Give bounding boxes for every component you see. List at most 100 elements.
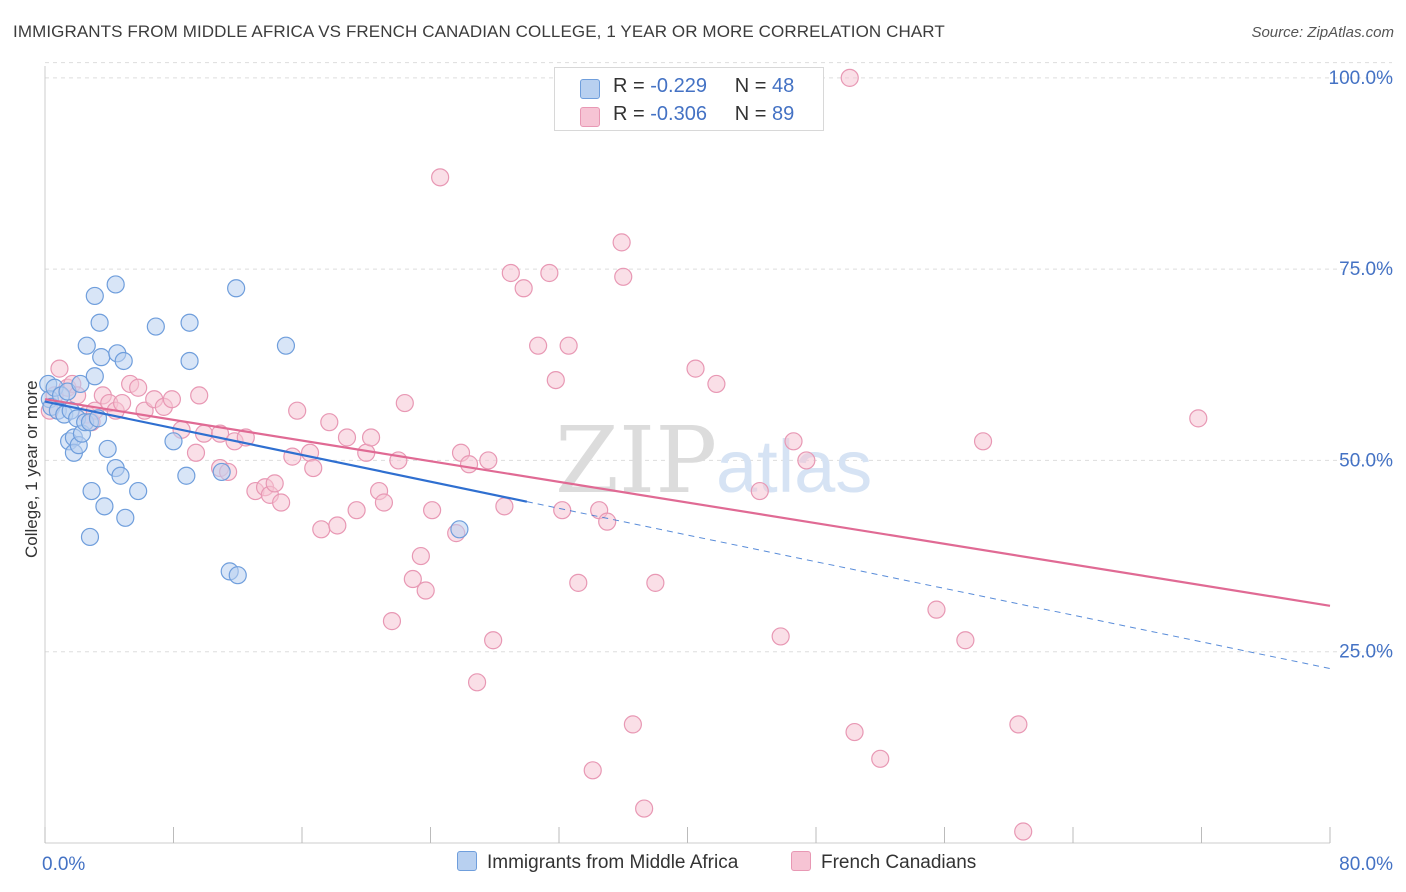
middle-africa-point [85,286,104,306]
french-canadian-point [288,401,307,420]
legend-label-french-canadians: French Canadians [821,852,977,873]
french-canadian-point [771,627,790,646]
french-canadian-point [337,428,357,447]
middle-africa-point [164,432,183,451]
trendline-middle-africa [44,400,528,503]
trendline-middle-africa-extension [526,501,1331,670]
french-canadian-point [328,516,347,535]
french-canadian-point [395,393,414,413]
middle-africa-point [95,497,114,516]
y-tick-label: 50.0% [1339,450,1393,471]
french-canadian-point [927,600,946,619]
middle-africa-point [177,466,196,485]
french-canadian-point [361,428,381,447]
french-canadian-point [374,493,394,512]
stats-legend-row-blue: R = -0.229 N = 48 [555,72,823,102]
french-canadian-point [646,573,665,592]
middle-africa-point [116,508,135,527]
french-canadian-point [129,378,148,397]
french-canadian-point [871,749,890,768]
french-canadian-point [623,715,642,734]
source-label: Source: ZipAtlas.com [1251,24,1394,41]
data-points [39,68,1208,841]
r-label: R = [613,75,645,97]
y-tick-label: 25.0% [1339,642,1393,663]
y-tick-label: 100.0% [1329,68,1394,89]
french-canadian-point [484,631,503,650]
middle-africa-point [129,481,148,501]
legend-item-french-canadians: French Canadians [791,851,976,877]
gridlines [45,62,1392,653]
middle-africa-point [180,313,199,332]
blue-swatch [580,79,600,99]
french-canadian-point [320,413,339,432]
tick-labels: 25.0% 50.0% 75.0% 100.0% 0.0% 80.0% [42,68,1393,875]
french-canadian-point [312,520,331,539]
middle-africa-point [85,367,104,386]
french-canadian-point [479,451,498,470]
middle-africa-point [114,351,133,371]
french-canadian-point [784,432,803,451]
french-canadian-point [559,336,578,355]
french-canadian-point [707,374,726,394]
french-canadian-point [501,263,520,283]
r-label: R = [613,103,645,125]
pink-swatch [580,107,600,127]
french-canadian-point [112,393,132,413]
french-canadian-point [540,263,559,283]
french-canadian-point [265,474,284,493]
french-canadian-point [750,481,769,501]
french-canadian-point [50,359,69,378]
middle-africa-point [450,520,469,539]
french-canadian-point [186,443,206,462]
french-canadian-point [423,501,442,520]
axes [44,66,1331,844]
french-canadian-point [973,432,993,451]
middle-africa-point [227,279,246,298]
french-canadian-point [635,799,654,818]
middle-africa-point [80,527,100,547]
middle-africa-point [106,275,125,294]
trendline-french-canadians [44,398,1331,607]
middle-africa-point [276,336,296,355]
french-canadian-point [1009,715,1028,734]
watermark-zip: ZIP [555,407,717,514]
legend-item-middle-africa: Immigrants from Middle Africa [457,851,738,877]
y-tick-label: 75.0% [1339,259,1393,280]
french-canadian-point [416,581,435,600]
trendlines [44,398,1331,670]
french-canadian-point [686,359,705,378]
french-canadian-point [598,512,617,531]
french-canadian-point [304,458,323,478]
middle-africa-point [90,313,109,332]
french-canadian-point [569,573,588,592]
french-canadian-point [1189,409,1208,428]
french-canadian-point [382,612,402,631]
french-canadian-point [190,386,209,405]
french-canadian-point [553,501,572,520]
stats-legend: R = -0.229 N = 48 R = -0.306 N = 89 [554,67,824,131]
legend-label-middle-africa: Immigrants from Middle Africa [487,852,739,873]
n-value-blue: 48 [772,75,795,97]
french-canadian-point [583,761,602,780]
n-value-pink: 89 [772,103,795,125]
french-canadian-point [272,493,291,512]
middle-africa-point [212,462,231,482]
middle-africa-point [111,466,130,485]
french-canadian-point [840,68,859,87]
r-value-blue: -0.229 [650,75,707,97]
n-label: N = [734,103,767,125]
french-canadian-point [403,569,422,589]
middle-africa-point [77,336,96,355]
french-canadian-point [467,673,487,692]
french-canadian-point [459,455,479,474]
middle-africa-point [71,374,90,394]
middle-africa-point [180,351,199,371]
chart-title: IMMIGRANTS FROM MIDDLE AFRICA VS FRENCH … [13,22,945,41]
r-value-pink: -0.306 [650,103,707,125]
middle-africa-point [82,481,101,501]
x-tick-label-min: 0.0% [42,854,85,875]
middle-africa-point [92,348,111,367]
pink-swatch [791,851,811,871]
french-canadian-point [495,497,514,516]
